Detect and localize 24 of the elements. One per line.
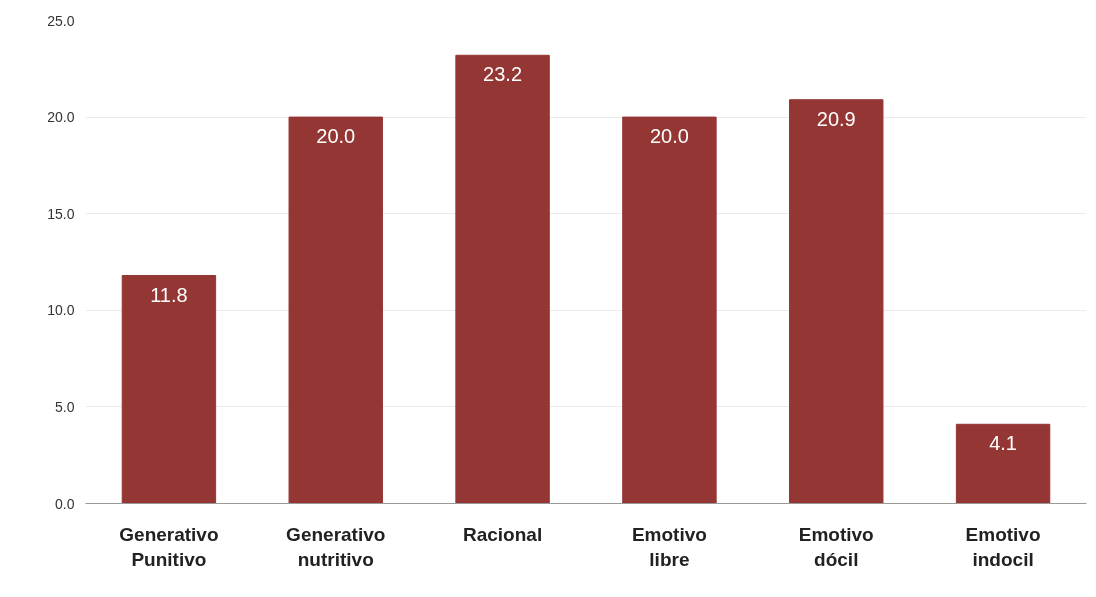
x-tick-label: Racional [462,523,543,545]
data-label: 20.0 [649,125,689,148]
bar [622,116,717,504]
x-tick-label: Emotivo libre [631,523,707,570]
x-tick-label: Emotivo dócil [798,523,874,570]
y-tick-label: 25.0 [47,12,75,29]
data-label: 4.1 [989,432,1017,455]
x-tick-label: Generativo Punitivo [119,523,219,570]
y-tick-label: 10.0 [47,302,75,319]
data-label: 23.2 [483,63,523,86]
bar [288,116,383,504]
data-label: 20.0 [316,125,356,148]
bar [955,423,1051,504]
data-label: 20.9 [816,107,856,130]
x-tick-label: Emotivo indocil [965,523,1041,570]
bar [121,275,217,504]
y-tick-label: 15.0 [47,205,75,222]
bar [455,54,550,504]
y-tick-label: 0.0 [55,495,75,512]
x-tick-label: Generativo nutritivo [286,523,386,570]
y-tick-label: 20.0 [47,109,75,126]
y-tick-label: 5.0 [55,398,75,415]
bar [789,99,884,504]
data-label: 11.8 [150,283,188,306]
